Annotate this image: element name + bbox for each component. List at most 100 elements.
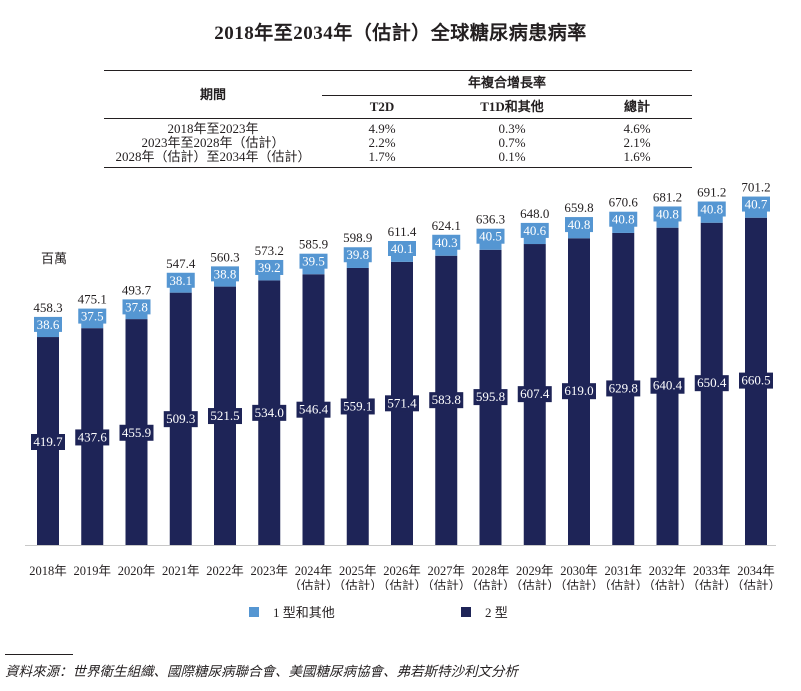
period-cell: 2018年至2023年 xyxy=(167,121,259,136)
x-tick-sublabel: （估計） xyxy=(598,578,648,590)
total-data-label: 547.4 xyxy=(166,256,196,271)
type1-data-label: 40.8 xyxy=(656,206,679,221)
type1-data-label: 40.5 xyxy=(479,229,502,244)
x-tick-sublabel: （估計） xyxy=(465,578,515,590)
legend-item-type2: 2 型 xyxy=(461,602,508,621)
x-tick-label: 2025年 xyxy=(339,564,377,578)
type2-label-bg xyxy=(650,377,685,394)
x-tick-label: 2026年 xyxy=(383,564,421,578)
x-tick-label: 2032年 xyxy=(649,564,687,578)
type2-label-bg xyxy=(31,434,65,450)
total-data-label: 648.0 xyxy=(520,206,549,221)
cagr-group-header: 年複合增長率 xyxy=(467,75,546,90)
total-data-label: 691.2 xyxy=(697,185,726,200)
type1-label-bg xyxy=(166,272,195,288)
table-row: 2018年至2023年 4.9% 0.3% 4.6% xyxy=(104,119,692,137)
type2-label-bg xyxy=(517,386,552,403)
type1-label-bg xyxy=(211,266,239,282)
x-tick-label: 2034年 xyxy=(737,564,775,578)
total-cell: 4.6% xyxy=(623,121,651,136)
type1-data-label: 37.5 xyxy=(81,309,104,324)
type2-data-label: 521.5 xyxy=(210,408,239,423)
type1-data-label: 38.6 xyxy=(37,317,60,332)
type1-label-bg xyxy=(476,228,505,244)
type2-data-label: 595.8 xyxy=(476,389,505,404)
type1-data-label: 39.8 xyxy=(346,247,369,262)
type2-label-bg xyxy=(694,375,729,392)
total-data-label: 611.4 xyxy=(388,224,417,239)
legend-swatch-type2 xyxy=(461,606,471,617)
t2d-cell: 1.7% xyxy=(368,149,396,164)
type2-data-label: 583.8 xyxy=(432,392,461,407)
type1-label-bg xyxy=(565,217,593,233)
type2-data-label: 640.4 xyxy=(653,378,683,393)
x-tick-sublabel: （估計） xyxy=(731,578,781,590)
type1-label-bg xyxy=(122,299,151,315)
total-data-label: 573.2 xyxy=(255,243,284,258)
type1-label-bg xyxy=(255,259,284,275)
total-data-label: 701.2 xyxy=(741,180,770,195)
total-data-label: 670.6 xyxy=(609,195,639,210)
type1-data-label: 38.1 xyxy=(169,273,192,288)
total-data-label: 458.3 xyxy=(33,300,62,315)
total-data-label: 636.3 xyxy=(476,212,505,227)
y-unit-label: 百萬 xyxy=(41,251,68,266)
x-tick-label: 2023年 xyxy=(250,564,288,578)
x-tick-label: 2018年 xyxy=(29,564,67,578)
type2-data-label: 559.1 xyxy=(343,398,372,413)
type1-label-bg xyxy=(742,196,770,212)
type1-label-bg xyxy=(34,316,62,332)
t1d-cell: 0.1% xyxy=(498,149,526,164)
type2-data-label: 419.7 xyxy=(33,434,63,449)
stacked-bar-chart: 38.6 458.3 419.7 2018年 37.5 475.1 437.6 2019年 37… xyxy=(25,180,781,590)
x-tick-label: 2019年 xyxy=(73,564,111,578)
type2-label-bg xyxy=(739,372,773,389)
col-header-total: 總計 xyxy=(582,95,692,119)
x-tick-sublabel: （估計） xyxy=(687,578,737,590)
type1-data-label: 38.8 xyxy=(214,266,237,281)
type1-data-label: 40.6 xyxy=(523,223,546,238)
source-note: 資料來源：世界衛生組織、國際糖尿病聯合會、美國糖尿病協會、弗若斯特沙利文分析 xyxy=(5,664,518,679)
x-tick-label: 2020年 xyxy=(118,564,156,578)
type2-label-bg xyxy=(208,408,242,425)
total-data-label: 475.1 xyxy=(78,292,107,307)
type2-label-bg xyxy=(75,429,110,446)
type2-data-label: 619.0 xyxy=(564,383,593,398)
legend-item-type1: 1 型和其他 xyxy=(249,602,335,621)
type1-label-bg xyxy=(697,201,726,217)
t2d-cell: 2.2% xyxy=(368,135,396,150)
col-header-t1d: T1D和其他 xyxy=(442,95,582,119)
type1-data-label: 40.3 xyxy=(435,235,458,250)
x-tick-label: 2027年 xyxy=(427,564,465,578)
type2-data-label: 660.5 xyxy=(741,373,770,388)
chart-title: 2018年至2034年（估計）全球糖尿病患病率 xyxy=(214,23,587,44)
type1-data-label: 40.8 xyxy=(700,202,723,217)
cagr-table: 期間 年複合增長率 T2D T1D和其他 總計 2018年至2023年 4.9%… xyxy=(104,70,692,168)
type1-label-bg xyxy=(609,211,638,227)
total-data-label: 560.3 xyxy=(210,249,239,264)
x-tick-sublabel: （估計） xyxy=(421,578,471,590)
x-tick-sublabel: （估計） xyxy=(642,578,692,590)
type2-data-label: 546.4 xyxy=(299,402,329,417)
type1-data-label: 39.2 xyxy=(258,260,281,275)
type1-label-bg xyxy=(299,253,328,269)
total-cell: 2.1% xyxy=(623,135,651,150)
type1-data-label: 40.8 xyxy=(568,217,591,232)
x-tick-label: 2033年 xyxy=(693,564,731,578)
type1-data-label: 40.7 xyxy=(745,197,768,212)
type1-label-bg xyxy=(388,241,416,257)
type2-data-label: 571.4 xyxy=(387,395,417,410)
col-header-t2d: T2D xyxy=(322,95,442,119)
total-data-label: 493.7 xyxy=(122,282,152,297)
type1-data-label: 39.5 xyxy=(302,254,325,269)
type2-label-bg xyxy=(340,398,375,415)
type2-data-label: 534.0 xyxy=(255,405,284,420)
x-tick-sublabel: （估計） xyxy=(288,578,338,590)
legend-label-type1: 1 型和其他 xyxy=(273,605,335,620)
type2-data-label: 629.8 xyxy=(609,380,638,395)
type1-label-bg xyxy=(653,206,682,222)
total-data-label: 624.1 xyxy=(432,218,461,233)
type2-data-label: 607.4 xyxy=(520,386,550,401)
total-cell: 1.6% xyxy=(623,149,651,164)
period-cell: 2023年至2028年（估計） xyxy=(141,135,285,150)
